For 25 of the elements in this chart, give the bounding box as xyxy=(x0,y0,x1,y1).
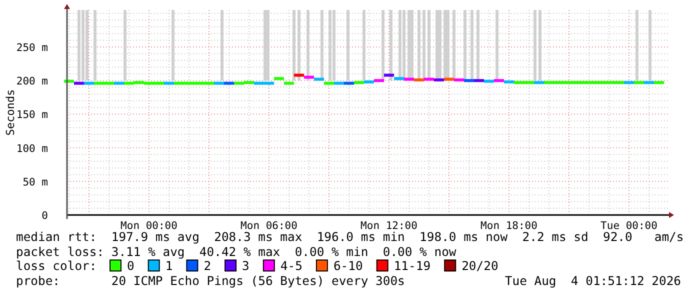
legend-label: 4-5 xyxy=(280,259,302,273)
legend-title: loss color: xyxy=(16,259,97,273)
x-tick-label: Mon 00:00 xyxy=(120,220,178,232)
legend-label: 1 xyxy=(165,259,173,273)
x-tick-label: Mon 12:00 xyxy=(360,220,418,232)
y-axis-title: Seconds xyxy=(4,89,17,136)
text: median rtt: 197.9 ms avg 208.3 ms max 196.0 ms min 198.0 ms now 2.2 ms sd 92.0 am/s xyxy=(16,230,684,244)
y-tick-label: 200 m xyxy=(16,76,48,88)
legend-label: 3 xyxy=(242,259,250,273)
x-tick-label: Mon 18:00 xyxy=(480,220,538,232)
legend-label: 11-19 xyxy=(394,259,431,273)
x-tick-label: Tue 00:00 xyxy=(600,220,658,232)
y-tick-label: 50 m xyxy=(22,176,48,188)
text: Tue Aug 4 01:51:12 2026 xyxy=(504,274,681,288)
legend-label: 20/20 xyxy=(462,259,498,273)
text: probe: 20 ICMP Echo Pings (56 Bytes) every 300s xyxy=(16,274,405,288)
x-tick-label: Mon 06:00 xyxy=(240,220,298,232)
legend-label: 0 xyxy=(127,259,134,273)
y-tick-label: 250 m xyxy=(16,42,48,54)
legend-label: 6-10 xyxy=(333,259,363,273)
y-tick-label: 0 xyxy=(42,210,48,222)
y-tick-label: 150 m xyxy=(16,109,48,122)
y-tick-label: 100 m xyxy=(16,142,48,155)
text: packet loss: 3.11 % avg 40.42 % max 0.00 % min 0.00 % now xyxy=(16,245,457,259)
legend-label: 2 xyxy=(204,259,212,273)
